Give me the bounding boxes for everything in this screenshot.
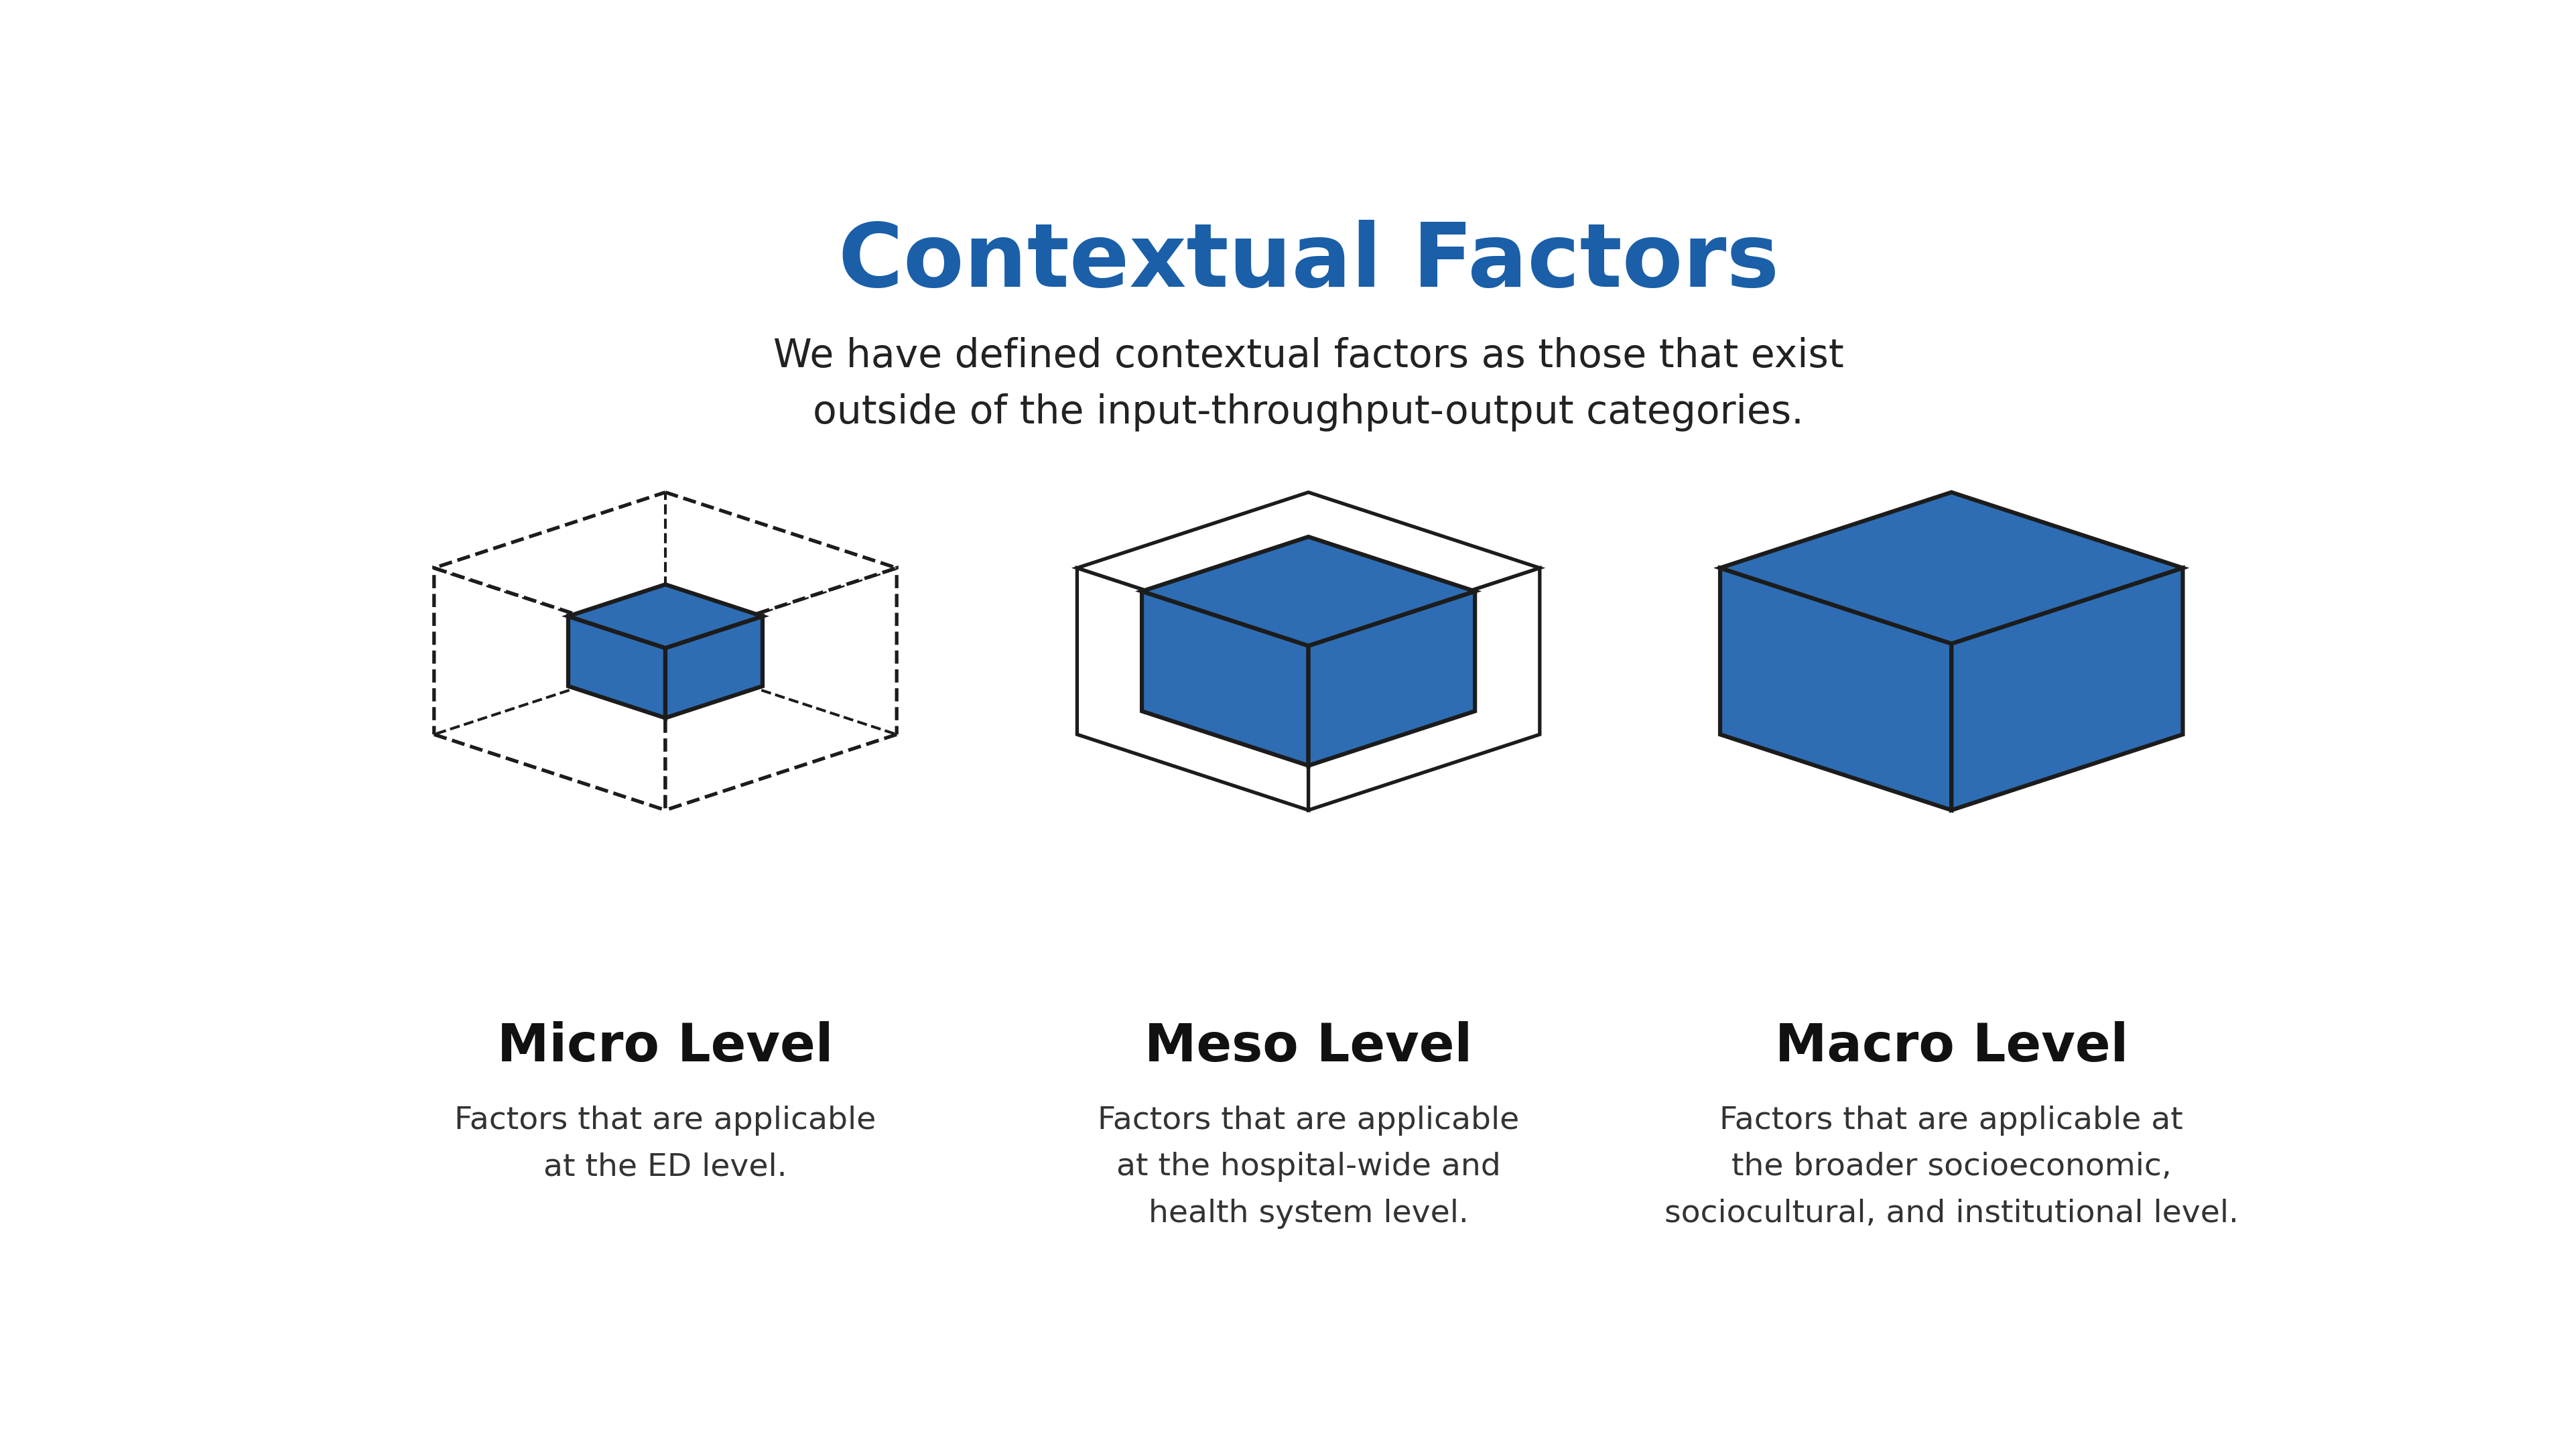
Text: Factors that are applicable
at the ED level.: Factors that are applicable at the ED le…: [454, 1105, 876, 1182]
Polygon shape: [1141, 591, 1307, 766]
Polygon shape: [434, 568, 666, 810]
Polygon shape: [569, 584, 763, 648]
Polygon shape: [1307, 568, 1539, 810]
Text: Factors that are applicable at
the broader socioeconomic,
sociocultural, and ins: Factors that are applicable at the broad…: [1665, 1105, 2239, 1229]
Text: Contextual Factors: Contextual Factors: [837, 220, 1779, 304]
Polygon shape: [1307, 591, 1476, 766]
Text: Macro Level: Macro Level: [1774, 1021, 2129, 1072]
Text: Factors that are applicable
at the hospital-wide and
health system level.: Factors that are applicable at the hospi…: [1098, 1105, 1519, 1229]
Polygon shape: [666, 568, 896, 810]
Polygon shape: [1141, 537, 1476, 646]
Polygon shape: [666, 616, 763, 718]
Text: We have defined contextual factors as those that exist: We have defined contextual factors as th…: [774, 338, 1843, 376]
Text: Meso Level: Meso Level: [1144, 1021, 1473, 1072]
Polygon shape: [1721, 492, 2183, 644]
Polygon shape: [1950, 568, 2183, 810]
Text: outside of the input-throughput-output categories.: outside of the input-throughput-output c…: [812, 393, 1805, 431]
Text: Micro Level: Micro Level: [498, 1021, 832, 1072]
Polygon shape: [569, 616, 666, 718]
Polygon shape: [434, 492, 896, 644]
Polygon shape: [1721, 568, 1950, 810]
Polygon shape: [1077, 492, 1539, 644]
Polygon shape: [1077, 568, 1307, 810]
